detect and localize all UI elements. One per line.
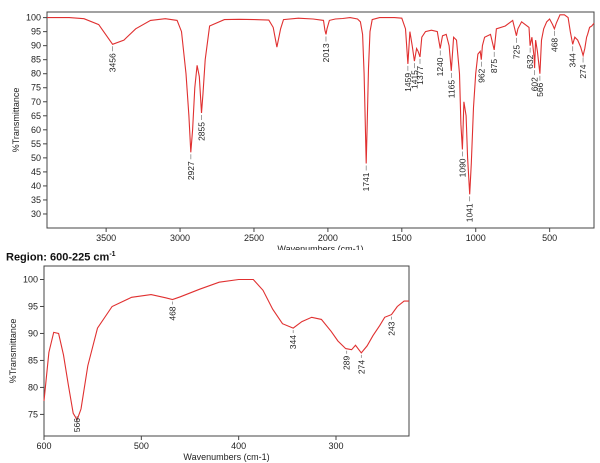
y-tick-label: 40	[31, 181, 41, 191]
x-tick-label: 2500	[244, 233, 264, 243]
y-tick-label: 95	[28, 301, 38, 311]
y-tick-label: 80	[28, 382, 38, 392]
peak-label: 274	[578, 64, 588, 78]
peak-label: 602	[530, 77, 540, 91]
region-title: Region: 600-225 cm-1	[6, 251, 116, 264]
y-tick-label: 85	[28, 355, 38, 365]
x-tick-label: 600	[36, 441, 51, 451]
y-tick-label: 65	[31, 111, 41, 121]
peak-label: 875	[489, 59, 499, 73]
x-tick-label: 3000	[170, 233, 190, 243]
x-tick-label: 400	[231, 441, 246, 451]
plot-frame	[46, 11, 595, 229]
peak-label: 1090	[457, 158, 467, 177]
peak-label: 274	[356, 360, 366, 374]
peak-label: 566	[72, 418, 82, 432]
y-tick-label: 80	[31, 69, 41, 79]
x-tick-label: 500	[542, 233, 557, 243]
y-tick-label: 50	[31, 153, 41, 163]
x-tick-label: 500	[134, 441, 149, 451]
x-tick-label: 1000	[466, 233, 486, 243]
peak-label: 1041	[465, 203, 475, 222]
x-axis-label: Wavenumbers (cm-1)	[277, 244, 363, 250]
y-tick-label: 90	[28, 328, 38, 338]
y-tick-label: 55	[31, 139, 41, 149]
y-tick-label: 45	[31, 167, 41, 177]
y-tick-label: 75	[31, 83, 41, 93]
y-tick-label: 90	[31, 41, 41, 51]
x-tick-label: 300	[328, 441, 343, 451]
peak-label: 2927	[186, 161, 196, 180]
peak-label: 632	[525, 54, 535, 68]
peak-label: 962	[476, 68, 486, 82]
y-tick-label: 75	[28, 409, 38, 419]
peak-label: 2013	[321, 43, 331, 62]
peak-label: 468	[549, 38, 559, 52]
peak-label: 566	[535, 82, 545, 96]
peak-label: 1165	[446, 80, 456, 99]
peak-label: 1459	[403, 73, 413, 92]
y-tick-label: 95	[31, 27, 41, 37]
x-tick-label: 1500	[392, 233, 412, 243]
y-tick-label: 60	[31, 125, 41, 135]
y-tick-label: 85	[31, 55, 41, 65]
y-axis-label: %Transmittance	[8, 319, 18, 384]
peak-label: 344	[288, 335, 298, 349]
x-axis-label: Wavenumbers (cm-1)	[183, 452, 269, 462]
peak-label: 3456	[108, 53, 118, 72]
peak-label: 1377	[415, 66, 425, 85]
y-tick-label: 70	[31, 97, 41, 107]
peak-label: 2855	[196, 122, 206, 141]
x-tick-label: 2000	[318, 233, 338, 243]
peak-label: 243	[386, 321, 396, 335]
peak-label: 289	[342, 355, 352, 369]
y-tick-label: 100	[23, 274, 38, 284]
y-tick-label: 35	[31, 195, 41, 205]
spectrum-line	[47, 14, 595, 195]
peak-label: 725	[511, 45, 521, 59]
peak-label: 1240	[435, 57, 445, 76]
x-tick-label: 3500	[96, 233, 116, 243]
peak-label: 344	[568, 53, 578, 67]
spectrum-chart-full: 3500 3000 2500 2000 1500 1000 500 100 95 90 85 80 75…	[11, 11, 595, 250]
spectrum-line	[43, 278, 409, 422]
y-tick-label: 30	[31, 209, 41, 219]
peak-label: 468	[167, 306, 177, 320]
peak-label: 1741	[361, 172, 371, 191]
y-tick-label: 100	[26, 13, 41, 23]
peak-label: 1415	[409, 70, 419, 89]
y-axis-label: %Transmittance	[11, 88, 21, 153]
plot-frame	[43, 265, 410, 437]
